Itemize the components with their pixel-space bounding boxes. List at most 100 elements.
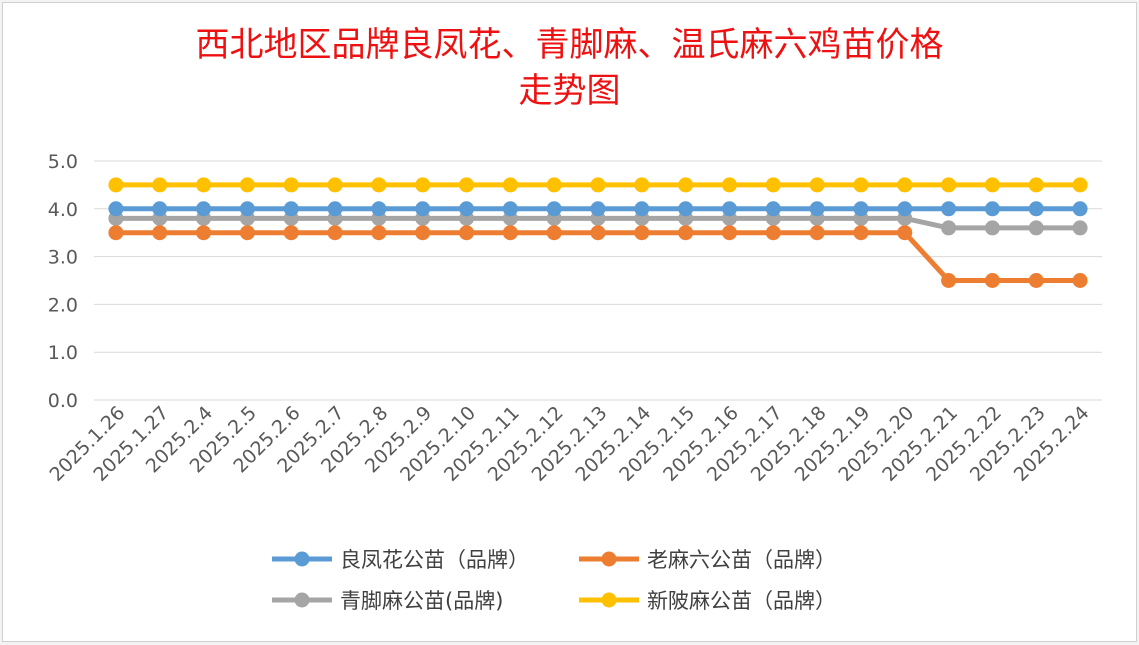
series <box>108 225 1088 288</box>
data-point <box>196 225 212 241</box>
data-point <box>765 201 781 217</box>
data-point <box>721 177 737 193</box>
data-point <box>590 201 606 217</box>
data-point <box>765 225 781 241</box>
series <box>108 177 1088 193</box>
data-point <box>415 225 431 241</box>
series <box>108 201 1088 217</box>
chart-title: 西北地区品牌良凤花、青脚麻、温氏麻六鸡苗价格 走势图 <box>0 22 1139 114</box>
data-point <box>283 177 299 193</box>
data-point <box>459 177 475 193</box>
data-point <box>941 177 957 193</box>
data-point <box>678 177 694 193</box>
data-point <box>152 201 168 217</box>
data-point <box>546 225 562 241</box>
data-point <box>327 201 343 217</box>
data-point <box>1072 273 1088 288</box>
y-axis-ticks: 0.0 1.0 2.0 3.0 4.0 5.0 <box>48 151 78 412</box>
data-point <box>1028 201 1044 217</box>
data-point <box>984 201 1000 217</box>
y-tick-label: 4.0 <box>48 199 78 221</box>
data-point <box>371 177 387 193</box>
data-point <box>678 201 694 217</box>
data-point <box>853 225 869 241</box>
data-point <box>502 201 518 217</box>
data-point <box>853 177 869 193</box>
data-point <box>108 201 124 217</box>
data-point <box>1028 220 1044 236</box>
data-point <box>634 225 650 241</box>
data-point <box>1028 177 1044 193</box>
chart-title-line-2: 走势图 <box>518 71 621 111</box>
data-point <box>634 177 650 193</box>
data-point <box>809 201 825 217</box>
data-point <box>897 177 913 193</box>
data-point <box>984 177 1000 193</box>
data-point <box>239 225 255 241</box>
data-point <box>765 177 781 193</box>
data-point <box>327 177 343 193</box>
legend-marker <box>601 592 617 608</box>
data-point <box>590 225 606 241</box>
data-point <box>502 177 518 193</box>
y-tick-label: 5.0 <box>48 151 78 173</box>
data-point <box>546 201 562 217</box>
series-lines <box>108 177 1088 288</box>
legend-marker <box>294 551 310 567</box>
data-point <box>283 201 299 217</box>
x-axis-ticks: 2025.1.262025.1.272025.2.42025.2.52025.2… <box>46 402 1094 486</box>
y-tick-label: 3.0 <box>48 247 78 269</box>
data-point <box>415 201 431 217</box>
legend-label: 青脚麻公苗(品牌) <box>340 589 503 613</box>
series <box>108 210 1088 236</box>
data-point <box>941 273 957 288</box>
data-point <box>371 225 387 241</box>
y-tick-label: 0.0 <box>48 390 78 412</box>
data-point <box>152 177 168 193</box>
legend: 良凤花公苗（品牌） 老麻六公苗（品牌） 青脚麻公苗(品牌) 新陂麻公苗（品牌） <box>272 548 836 613</box>
data-point <box>196 177 212 193</box>
data-point <box>108 177 124 193</box>
legend-label: 老麻六公苗（品牌） <box>647 548 836 572</box>
data-point <box>546 177 562 193</box>
data-point <box>239 177 255 193</box>
data-point <box>809 225 825 241</box>
data-point <box>634 201 650 217</box>
data-point <box>941 201 957 217</box>
data-point <box>327 225 343 241</box>
legend-item: 良凤花公苗（品牌） <box>272 548 529 572</box>
data-point <box>1072 220 1088 236</box>
y-tick-label: 1.0 <box>48 342 78 364</box>
legend-label: 良凤花公苗（品牌） <box>340 548 529 572</box>
data-point <box>152 225 168 241</box>
y-tick-label: 2.0 <box>48 294 78 316</box>
data-point <box>283 225 299 241</box>
data-point <box>1072 177 1088 193</box>
data-point <box>590 177 606 193</box>
data-point <box>1072 201 1088 217</box>
data-point <box>1028 273 1044 288</box>
data-point <box>984 220 1000 236</box>
legend-item: 老麻六公苗（品牌） <box>579 548 836 572</box>
legend-label: 新陂麻公苗（品牌） <box>647 589 836 613</box>
data-point <box>459 201 475 217</box>
legend-item: 新陂麻公苗（品牌） <box>579 589 836 613</box>
data-point <box>371 201 387 217</box>
legend-item: 青脚麻公苗(品牌) <box>272 589 503 613</box>
data-point <box>502 225 518 241</box>
data-point <box>415 177 431 193</box>
data-point <box>853 201 869 217</box>
data-point <box>108 225 124 241</box>
data-point <box>239 201 255 217</box>
chart-title-line-1: 西北地区品牌良凤花、青脚麻、温氏麻六鸡苗价格 <box>195 25 944 65</box>
legend-marker <box>294 592 310 608</box>
data-point <box>196 201 212 217</box>
data-point <box>897 201 913 217</box>
data-point <box>721 201 737 217</box>
data-point <box>809 177 825 193</box>
data-point <box>459 225 475 241</box>
data-point <box>678 225 694 241</box>
data-point <box>897 225 913 241</box>
